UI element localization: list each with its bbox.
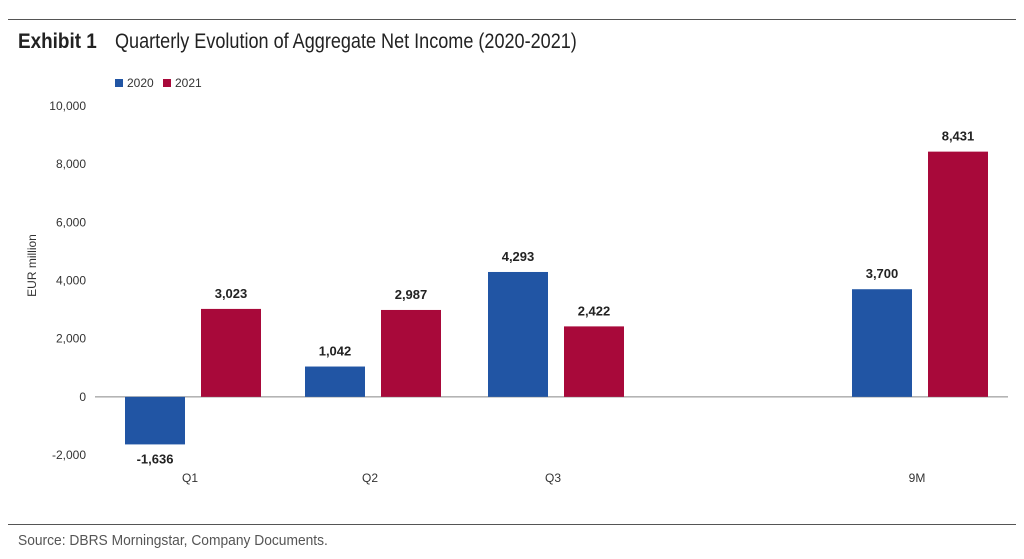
y-tick-label: 6,000 (56, 215, 86, 229)
data-label-2020-Q2: 1,042 (319, 344, 352, 359)
data-label-2021-Q1: 3,023 (215, 286, 248, 301)
bars: -1,636 3,023 1,042 2,987 4,293 2,422 3,700 8,43… (125, 129, 988, 466)
y-tick-label: 4,000 (56, 274, 86, 288)
bar-2021-Q2 (381, 309, 441, 397)
source-note: Source: DBRS Morningstar, Company Docume… (18, 532, 328, 549)
data-label-2021-9M: 8,431 (942, 129, 975, 144)
bottom-rule (8, 524, 1016, 525)
bar-2021-Q1 (201, 308, 261, 397)
chart-title: Quarterly Evolution of Aggregate Net Inc… (115, 30, 577, 53)
x-axis-labels: Q1 Q2 Q3 9M (182, 471, 925, 485)
exhibit-label: Exhibit 1 (18, 30, 97, 53)
legend-swatch-2021 (163, 79, 171, 87)
bar-2021-Q3 (564, 326, 624, 397)
bar-2020-9M (852, 289, 912, 397)
legend-label-2020: 2020 (127, 76, 154, 90)
data-label-2020-Q1: -1,636 (137, 451, 174, 466)
data-label-2021-Q3: 2,422 (578, 303, 611, 318)
bar-2021-9M (928, 151, 988, 397)
x-tick-label: Q1 (182, 471, 198, 485)
x-tick-label: 9M (909, 471, 926, 485)
data-label-2020-9M: 3,700 (866, 266, 899, 281)
bar-2020-Q3 (488, 271, 548, 397)
legend-swatch-2020 (115, 79, 123, 87)
bar-2020-Q1 (125, 396, 185, 445)
legend: 2020 2021 (115, 76, 202, 90)
y-tick-label: -2,000 (52, 448, 86, 462)
y-tick-label: 0 (79, 390, 86, 404)
bar-2020-Q2 (305, 366, 365, 397)
x-tick-label: Q3 (545, 471, 561, 485)
header: Exhibit 1 Quarterly Evolution of Aggrega… (18, 30, 577, 54)
data-label-2021-Q2: 2,987 (395, 287, 428, 302)
y-tick-label: 10,000 (49, 99, 86, 113)
legend-label-2021: 2021 (175, 76, 202, 90)
top-rule (8, 19, 1016, 20)
x-tick-label: Q2 (362, 471, 378, 485)
y-tick-label: 8,000 (56, 157, 86, 171)
y-axis-label: EUR million (25, 234, 39, 297)
y-tick-label: 2,000 (56, 332, 86, 346)
data-label-2020-Q3: 4,293 (502, 249, 535, 264)
